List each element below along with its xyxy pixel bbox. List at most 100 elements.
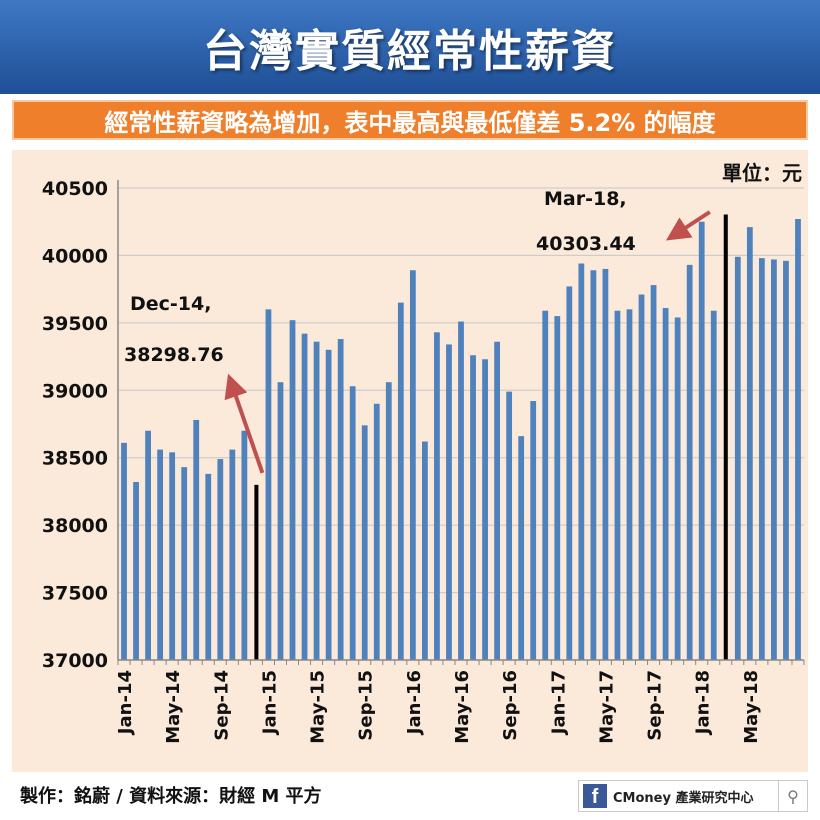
x-tick-label: Sep-16 [500,670,521,741]
bar [229,449,236,660]
bar [265,309,272,660]
axes [117,180,805,665]
x-tick-label: Sep-17 [645,670,666,741]
bar [277,382,284,660]
x-tick-label: May-18 [741,670,762,744]
x-tick-labels: Jan-14 May-14 Sep-14 Jan-15 May-15 Sep-15 Jan-… [115,670,762,744]
bar [241,430,248,660]
annotation-min-line2: 38298.76 [124,344,224,366]
x-tick-label: Jan-17 [548,670,569,736]
facebook-icon: f [583,784,607,808]
bar [422,441,428,660]
y-tick-label: 40000 [42,245,108,267]
title-banner: 台灣實質經常性薪資 [0,0,820,94]
bar [710,310,717,660]
bar [397,302,404,660]
bar [446,344,452,660]
annotation-max-line2: 40303.44 [536,233,636,255]
bar [313,341,320,660]
bar [349,386,356,660]
x-tick-label: Jan-15 [259,670,280,736]
x-tick-label: May-17 [596,670,617,744]
bar [181,467,188,660]
annotation-max-line1: Mar-18, [544,188,627,210]
x-tick-label: Jan-18 [693,670,714,736]
y-tick-label: 39000 [42,380,108,402]
x-tick-label: Sep-15 [356,670,377,741]
annotation-max-arrow [665,210,711,241]
bar [325,349,332,660]
bar [783,260,789,660]
bar [566,286,573,660]
bar [674,317,681,660]
bar [602,268,609,660]
x-tick-label: May-16 [452,670,473,744]
bar [193,419,200,660]
y-tick-label: 39500 [42,313,108,335]
bar [650,285,657,660]
bar [626,309,633,660]
bar [133,481,139,660]
x-tick-label: May-15 [308,670,329,744]
bar [470,355,476,660]
bar [698,221,705,660]
page-subtitle: 經常性薪資略為增加，表中最高與最低僅差 5.2% 的幅度 [104,108,716,137]
annotations: Dec-14, 38298.76 Mar-18, 40303.44 [124,188,711,474]
bar [337,339,344,660]
bar [157,449,164,660]
bar [734,256,741,660]
annotation-min-line1: Dec-14, [130,293,211,315]
bar [409,270,416,660]
bars [121,214,801,661]
unit-label: 單位：元 [722,161,802,185]
y-tick-labels: 37000 37500 38000 38500 39000 39500 40000 40500 [42,178,108,672]
bar [795,219,801,660]
bar [289,320,296,660]
bar [746,227,753,660]
bar [662,308,669,660]
brand-badge[interactable]: f CMoney 產業研究中心 ⚲ [578,780,808,812]
x-tick-label: Jan-16 [404,670,425,736]
credit-text: 製作：銘蔚 / 資料來源：財經 M 平方 [20,786,322,807]
x-tick-label: Sep-14 [211,670,232,741]
y-tick-label: 37500 [42,583,108,605]
bar-chart: 37000 37500 38000 38500 39000 39500 40000 40500… [42,161,805,744]
bar [169,452,176,660]
y-tick-label: 38000 [42,515,108,537]
bar [494,341,500,660]
x-tick-label: Jan-14 [115,670,136,736]
brand-text: CMoney 產業研究中心 [613,790,754,806]
bar [554,316,561,660]
bar-highlight [723,214,728,661]
bar [638,294,645,660]
bar [434,332,440,660]
bar [301,333,308,660]
bar [530,401,537,660]
bar [686,264,693,660]
bar [145,430,151,660]
bar [373,403,380,660]
bar [205,473,212,660]
bar [578,263,585,660]
bar-highlight [254,484,259,660]
bar [361,425,368,660]
bar [614,310,621,660]
y-tick-label: 40500 [42,178,108,200]
bar [542,310,549,660]
subtitle-banner: 經常性薪資略為增加，表中最高與最低僅差 5.2% 的幅度 [12,100,808,140]
x-tick-label: May-14 [163,670,184,744]
y-tick-label: 37000 [42,650,108,672]
bar [506,391,513,660]
bar [518,436,525,660]
search-icon[interactable]: ⚲ [778,781,807,811]
bar [217,459,224,660]
page-title: 台灣實質經常性薪資 [203,26,617,77]
annotation-min-arrow [224,373,265,474]
bar [458,321,464,660]
bar [590,270,597,660]
bar [771,259,777,660]
chart-area: 37000 37500 38000 38500 39000 39500 40000 40500… [12,150,808,772]
y-tick-label: 38500 [42,448,108,470]
bar [482,359,488,660]
bar [758,258,765,660]
